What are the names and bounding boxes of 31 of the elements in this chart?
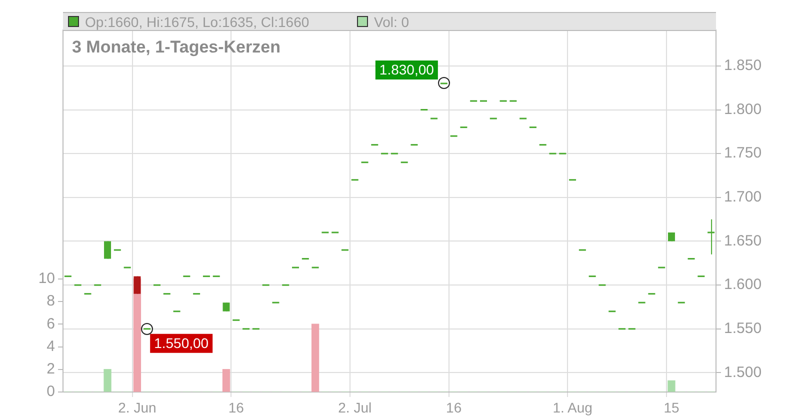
y-tick-label: 1.650	[724, 232, 762, 250]
x-tick-label: 2. Jul	[338, 399, 372, 416]
y-tick-label: 1.700	[724, 188, 762, 206]
y-tick-label: 1.550	[724, 320, 762, 338]
header-bar: Op:1660, Hi:1675, Lo:1635, Cl:1660 Vol: 0	[63, 12, 716, 30]
x-tick-label: 16	[446, 399, 462, 416]
y-tick-label: 1.800	[724, 100, 762, 118]
bar	[222, 369, 230, 392]
bar	[311, 324, 320, 392]
y-tick-label: 1.500	[724, 364, 762, 381]
annotation: 1.830,00	[379, 61, 434, 78]
y-tick-label: 1.850	[724, 57, 762, 74]
x-tick-label: 15	[664, 399, 680, 416]
y2-tick-label: 4	[46, 338, 55, 355]
text: 3 Monate, 1-Tages-Kerzen	[72, 38, 280, 57]
x-tick-label: 16	[228, 399, 244, 416]
y2-tick-label: 6	[46, 315, 55, 332]
bar	[104, 369, 112, 392]
y2-tick-label: 10	[38, 270, 55, 288]
y2-tick-label: 0	[46, 383, 55, 400]
y-tick-label: 1.750	[724, 144, 762, 162]
candlestick	[134, 276, 141, 294]
y2-tick-label: 8	[46, 292, 55, 310]
y-tick-label: 1.600	[724, 276, 762, 294]
annotation: 1.550,00	[154, 334, 209, 351]
x-tick-label: 1. Aug	[552, 399, 592, 416]
x-tick-label: 2. Jun	[118, 399, 156, 416]
candlestick	[708, 218, 715, 255]
candlestick	[104, 240, 112, 260]
y2-tick-label: 2	[46, 360, 55, 378]
bar	[668, 380, 676, 392]
